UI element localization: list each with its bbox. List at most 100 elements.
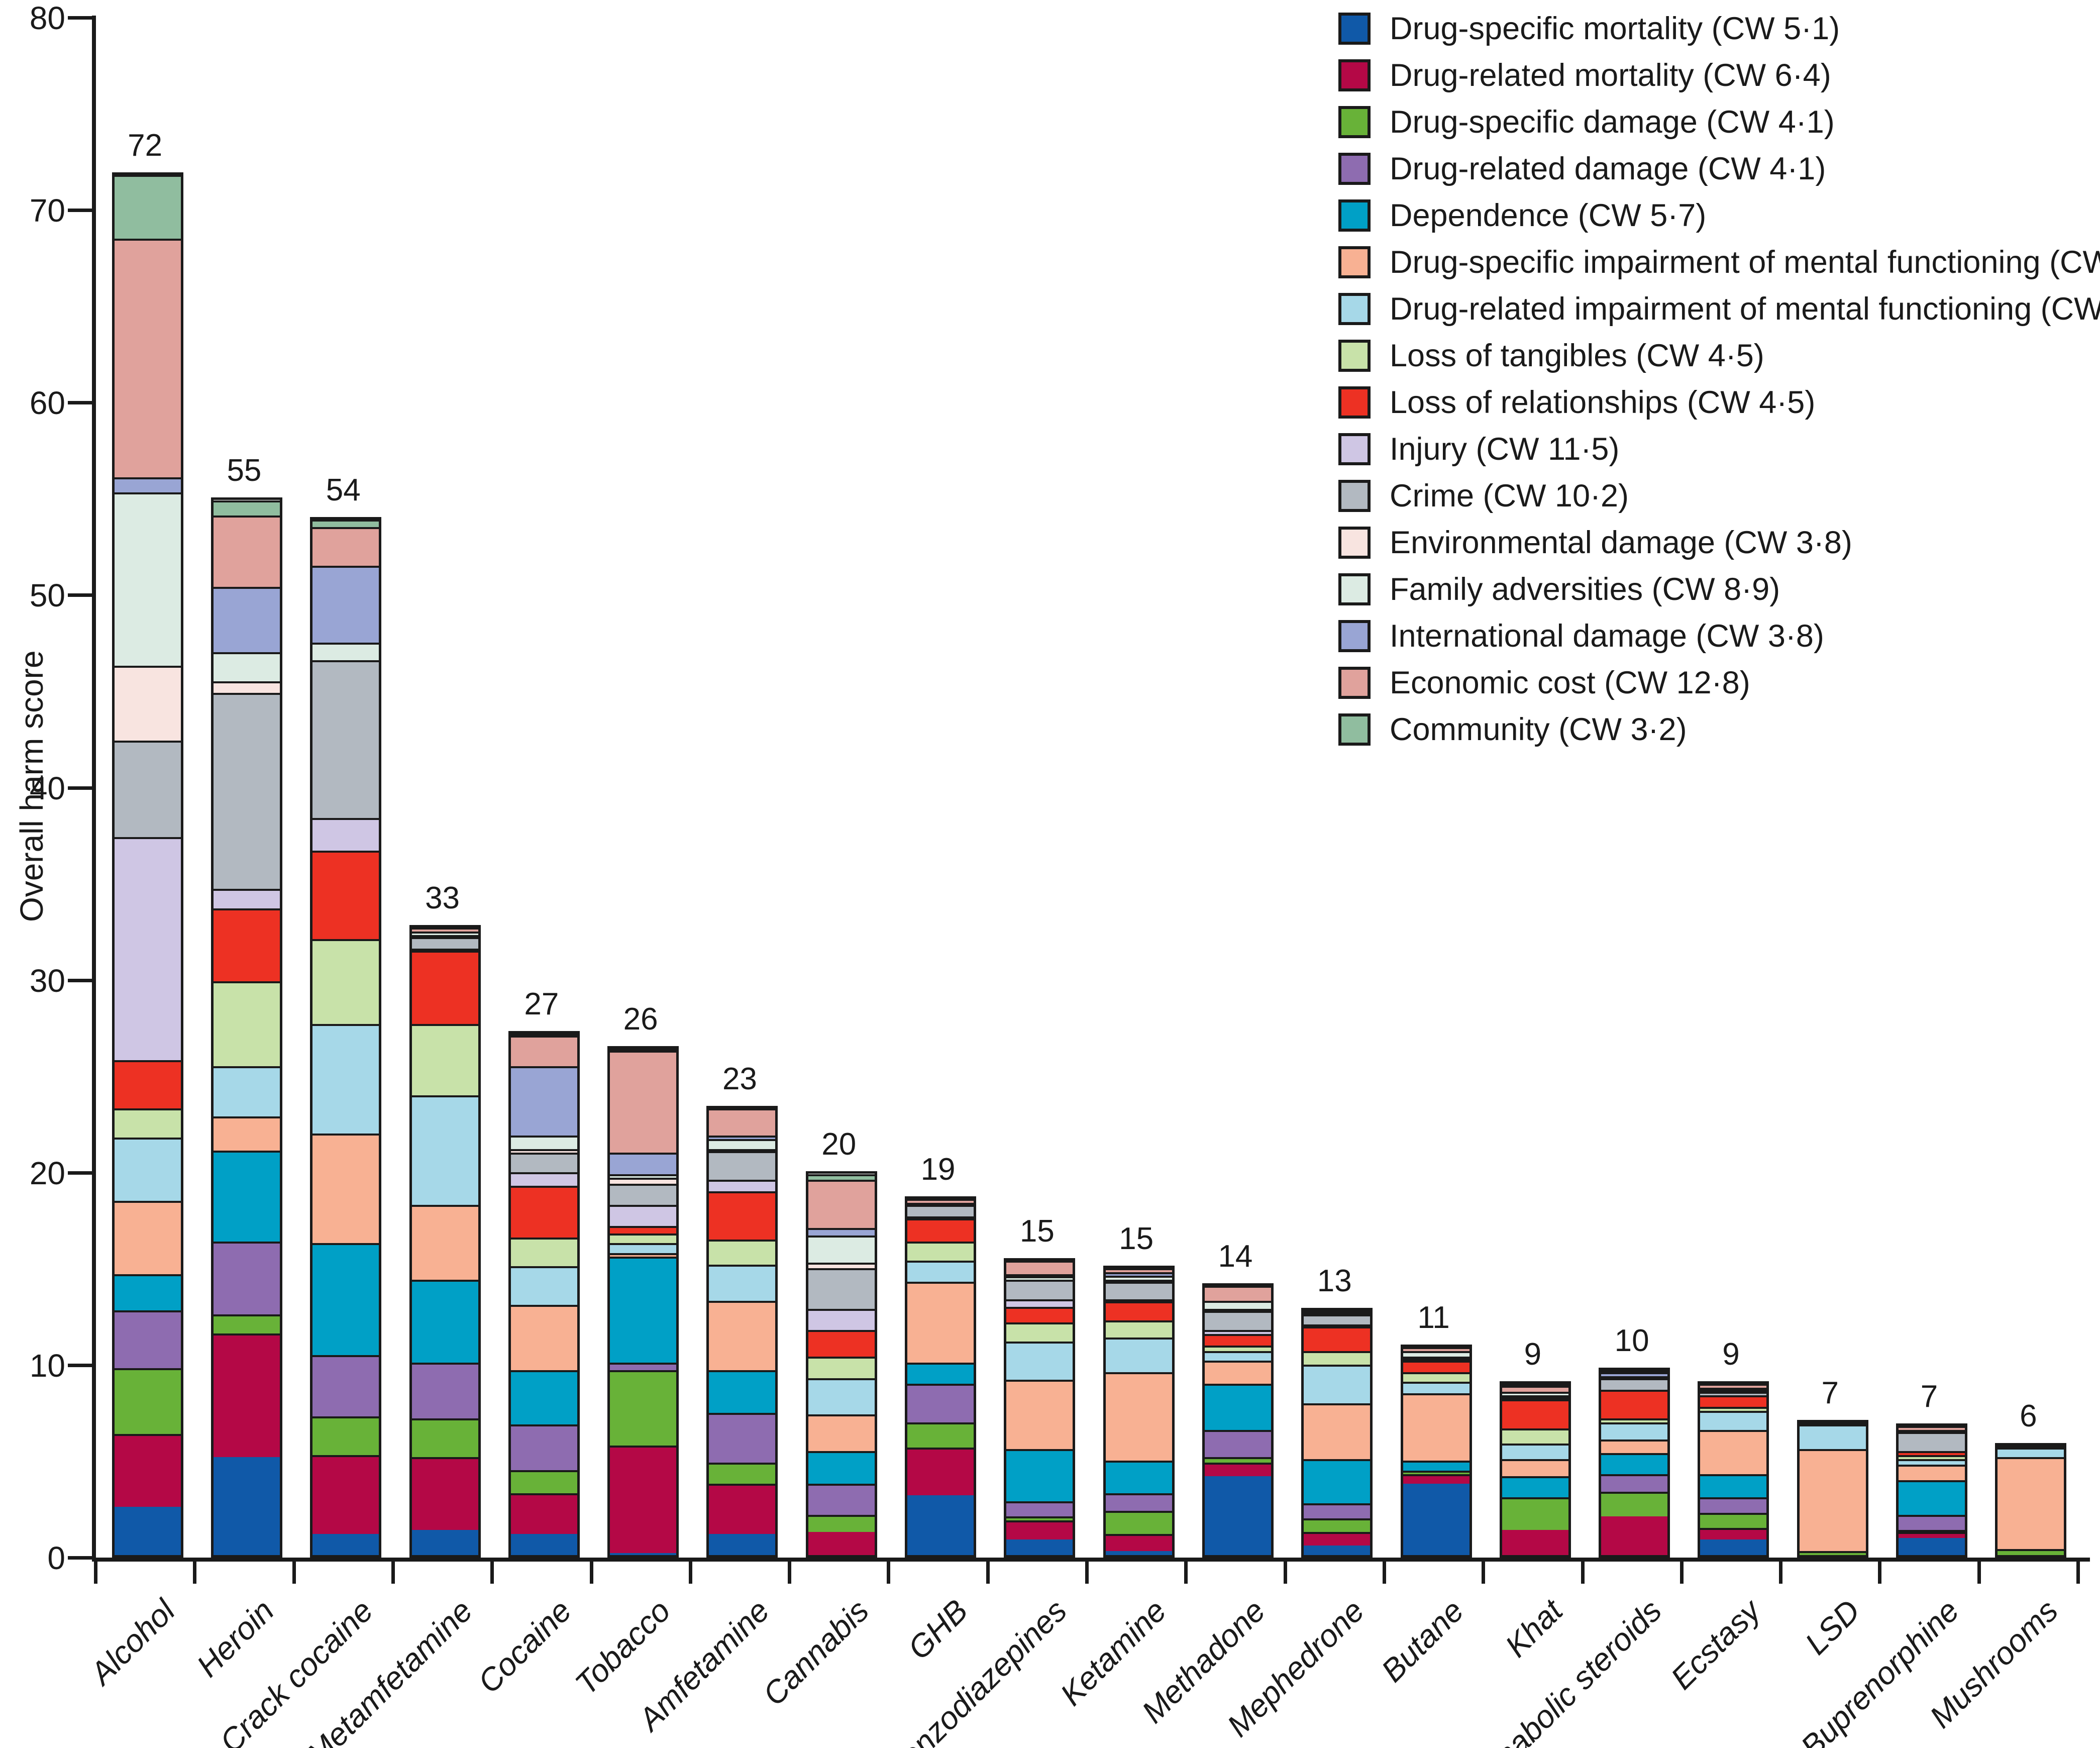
x-axis-tick <box>1679 1562 1684 1584</box>
legend-swatch-icon <box>1338 620 1371 652</box>
bar-segment <box>1899 1451 1965 1455</box>
bar-total-label: 23 <box>722 1062 757 1097</box>
bar-segment <box>610 1233 677 1244</box>
bar-tobacco <box>607 1046 679 1558</box>
bar-segment <box>411 935 478 938</box>
bar-segment <box>1304 1545 1371 1555</box>
bar-segment <box>1105 1320 1172 1338</box>
bar-segment <box>114 1368 181 1434</box>
bar-segment <box>1998 1445 2064 1448</box>
y-axis-tick <box>68 593 92 597</box>
bar-total-label: 20 <box>821 1127 857 1162</box>
bar-segment <box>213 692 280 889</box>
bar-segment <box>1502 1399 1568 1428</box>
legend-swatch-icon <box>1338 713 1371 746</box>
bar-segment <box>907 1282 974 1363</box>
bar-segment <box>808 1378 875 1415</box>
bar-segment <box>510 1135 577 1149</box>
bar-segment <box>1799 1449 1866 1552</box>
bar-segment <box>1204 1463 1271 1476</box>
bar-segment <box>1105 1461 1172 1494</box>
bar-segment <box>213 652 280 681</box>
bar-segment <box>510 1185 577 1238</box>
bar-segment <box>1006 1539 1073 1555</box>
bar-segment <box>808 1357 875 1378</box>
bar-segment <box>1403 1470 1469 1475</box>
legend-swatch-icon <box>1338 433 1371 465</box>
bar-segment <box>510 1533 577 1555</box>
bar-segment <box>1403 1357 1469 1359</box>
bar-segment <box>709 1108 776 1136</box>
bar-segment <box>610 1183 677 1205</box>
legend-swatch-icon <box>1338 479 1371 512</box>
bar-segment <box>510 1266 577 1305</box>
bar-segment <box>312 1243 379 1355</box>
legend-label: Injury (CW 11·5) <box>1390 431 1620 467</box>
x-axis-tick <box>1283 1562 1287 1584</box>
legend-swatch-icon <box>1338 666 1371 699</box>
bar-segment <box>1304 1532 1371 1546</box>
bar-segment <box>312 1023 379 1134</box>
bar-segment <box>1204 1476 1271 1555</box>
bar-ecstasy <box>1698 1381 1769 1558</box>
bar-segment <box>114 175 181 239</box>
bar-total-label: 6 <box>2020 1398 2037 1433</box>
bar-segment <box>1998 1457 2064 1550</box>
bar-segment <box>1601 1439 1668 1454</box>
bar-segment <box>510 1066 577 1136</box>
bar-segment <box>1799 1422 1866 1424</box>
bar-segment <box>510 1424 577 1471</box>
bar-segment <box>1899 1459 1965 1465</box>
bar-segment <box>1105 1272 1172 1276</box>
bar-segment <box>610 1225 677 1234</box>
bar-segment <box>510 1149 577 1153</box>
bar-segment <box>213 908 280 982</box>
bar-segment <box>1105 1338 1172 1373</box>
bar-segment <box>1304 1310 1371 1313</box>
y-axis-tick-label: 40 <box>29 770 65 806</box>
bar-segment <box>1105 1268 1172 1272</box>
bar-segment <box>1700 1407 1767 1411</box>
bar-segment <box>114 1274 181 1311</box>
bar-segment <box>808 1227 875 1236</box>
legend-label: Environmental damage (CW 3·8) <box>1390 525 1852 560</box>
bar-segment <box>610 1174 677 1178</box>
bar-segment <box>808 1484 875 1515</box>
bar-segment <box>610 1153 677 1174</box>
bar-segment <box>1105 1299 1172 1301</box>
bar-segment <box>411 1362 478 1419</box>
bar-segment <box>808 1414 875 1452</box>
bar-segment <box>312 1416 379 1455</box>
bar-segment <box>1403 1382 1469 1394</box>
legend-label: Drug-specific impairment of mental funct… <box>1390 244 2100 280</box>
legend-item: Drug-related impairment of mental functi… <box>1338 285 2100 332</box>
bar-segment <box>510 1305 577 1371</box>
bar-segment <box>1006 1380 1073 1450</box>
bar-segment <box>1105 1493 1172 1511</box>
bar-segment <box>709 1484 776 1534</box>
bar-total-label: 9 <box>1524 1337 1542 1372</box>
legend-label: Loss of tangibles (CW 4·5) <box>1390 338 1764 373</box>
x-axis-tick <box>1779 1562 1783 1584</box>
bar-segment <box>1006 1306 1073 1322</box>
bar-segment <box>1204 1301 1271 1309</box>
bar-segment <box>114 837 181 1061</box>
legend-item: Environmental damage (CW 3·8) <box>1338 519 2100 566</box>
bar-segment <box>1304 1503 1371 1519</box>
bar-segment <box>610 1362 677 1371</box>
bar-segment <box>1700 1389 1767 1392</box>
bar-crack-cocaine <box>310 517 382 1558</box>
legend-item: Drug-related damage (CW 4·1) <box>1338 145 2100 192</box>
legend-label: Drug-related mortality (CW 6·4) <box>1390 57 1831 93</box>
bar-segment <box>1304 1326 1371 1352</box>
bar-heroin <box>211 497 282 1558</box>
bar-segment <box>213 516 280 587</box>
bar-segment <box>1204 1361 1271 1384</box>
y-axis-tick-label: 30 <box>29 962 65 999</box>
bar-segment <box>1700 1497 1767 1513</box>
bar-segment <box>312 850 379 940</box>
bar-segment <box>1601 1370 1668 1373</box>
bar-segment <box>1204 1308 1271 1311</box>
bar-total-label: 15 <box>1119 1221 1154 1257</box>
bar-segment <box>1502 1386 1568 1392</box>
